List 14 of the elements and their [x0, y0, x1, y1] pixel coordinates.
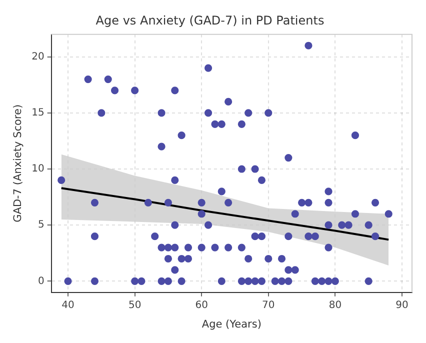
y-tick-label: 10 — [32, 164, 44, 175]
x-tick-label: 60 — [195, 300, 208, 311]
y-tick-label: 20 — [32, 51, 44, 62]
x-tick-label: 50 — [128, 300, 142, 311]
x-tick-label: 90 — [396, 300, 408, 311]
y-tick-label: 0 — [38, 276, 44, 287]
chart-title: Age vs Anxiety (GAD-7) in PD Patients — [96, 13, 324, 28]
x-tick-label: 80 — [328, 300, 342, 311]
x-axis-title: Age (Years) — [202, 318, 262, 330]
x-tick-label: 70 — [262, 300, 275, 311]
y-tick-label: 5 — [38, 220, 44, 231]
y-axis-title: GAD-7 (Anxiety Score) — [12, 104, 24, 222]
y-tick-label: 15 — [32, 108, 44, 119]
x-tick-label: 40 — [62, 300, 74, 311]
